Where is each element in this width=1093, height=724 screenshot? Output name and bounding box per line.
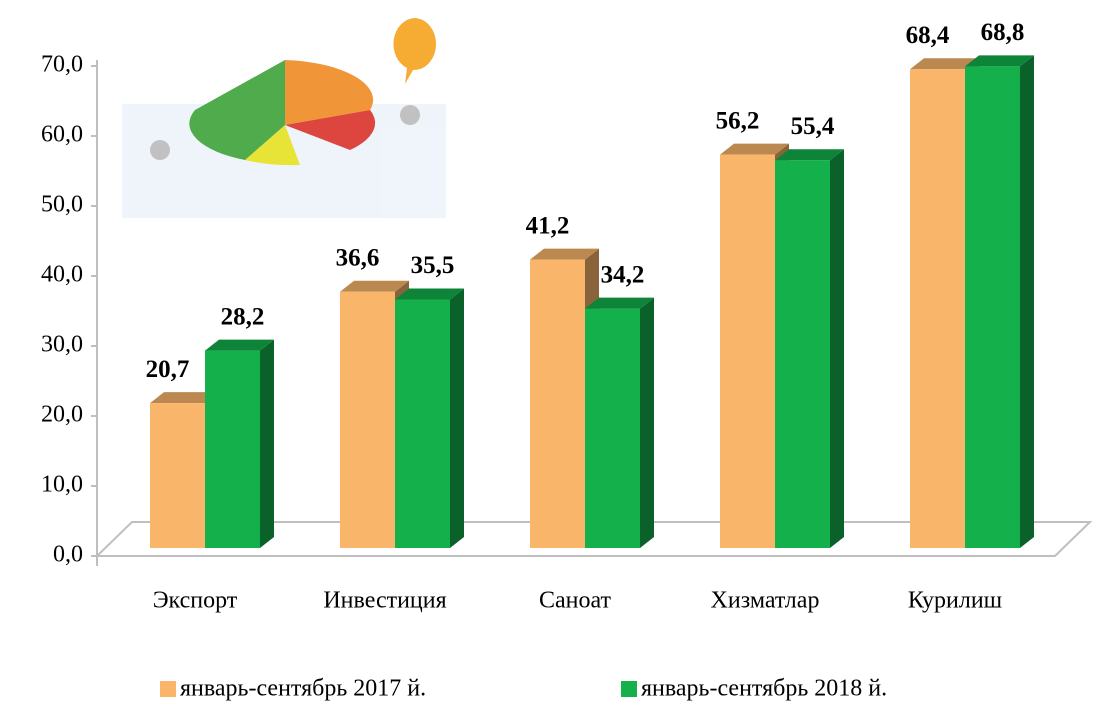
y-tick-label: 10,0 bbox=[41, 472, 83, 498]
x-tick-label: Саноат bbox=[539, 588, 612, 614]
question-bubble bbox=[393, 18, 437, 84]
bar-top bbox=[910, 58, 979, 70]
bar bbox=[965, 66, 1020, 549]
figure bbox=[400, 105, 420, 125]
y-tick-label: 70,0 bbox=[41, 52, 83, 78]
legend-swatch bbox=[160, 681, 176, 697]
bar-side bbox=[830, 149, 844, 548]
y-tick-label: 50,0 bbox=[41, 192, 83, 218]
value-label: 28,2 bbox=[221, 303, 265, 330]
bar bbox=[150, 403, 205, 548]
x-tick-label: Курилиш bbox=[908, 588, 1003, 614]
bar bbox=[205, 350, 260, 548]
bar-top bbox=[965, 55, 1034, 67]
bar-top bbox=[395, 288, 464, 300]
y-tick-label: 40,0 bbox=[41, 262, 83, 288]
bar bbox=[395, 299, 450, 548]
bar bbox=[775, 160, 830, 548]
y-tick-label: 60,0 bbox=[41, 122, 83, 148]
bar-side bbox=[260, 339, 274, 548]
bar bbox=[910, 69, 965, 548]
bar bbox=[585, 308, 640, 548]
bar-top bbox=[585, 297, 654, 309]
bar-top bbox=[530, 248, 599, 260]
illustration bbox=[122, 18, 446, 218]
value-label: 56,2 bbox=[716, 107, 760, 134]
bar-side bbox=[640, 297, 654, 548]
value-label: 55,4 bbox=[791, 113, 835, 140]
bar-top bbox=[150, 392, 219, 404]
figure bbox=[150, 140, 170, 160]
y-tick-label: 20,0 bbox=[41, 402, 83, 428]
y-tick-label: 0,0 bbox=[53, 542, 83, 568]
value-label: 20,7 bbox=[146, 356, 190, 383]
x-tick-label: Хизматлар bbox=[711, 588, 820, 614]
value-label: 35,5 bbox=[411, 252, 455, 279]
legend-label: январь-сентябрь 2018 й. bbox=[641, 676, 887, 702]
bar-side bbox=[1020, 55, 1034, 549]
bar-top bbox=[205, 339, 274, 351]
bar-top bbox=[720, 143, 789, 155]
value-label: 36,6 bbox=[336, 245, 380, 272]
pie-slice bbox=[245, 125, 300, 166]
value-label: 68,4 bbox=[906, 22, 950, 49]
bar-top bbox=[775, 149, 844, 161]
pie-slice bbox=[285, 110, 376, 150]
bar bbox=[340, 291, 395, 548]
legend-label: январь-сентябрь 2017 й. bbox=[180, 676, 426, 702]
x-tick-label: Экспорт bbox=[153, 588, 238, 614]
pie-slice bbox=[285, 60, 374, 125]
value-label: 41,2 bbox=[526, 212, 570, 239]
bar-side bbox=[450, 288, 464, 548]
legend-swatch bbox=[621, 681, 637, 697]
value-label: 34,2 bbox=[601, 261, 645, 288]
y-tick-label: 30,0 bbox=[41, 332, 83, 358]
value-label: 68,8 bbox=[981, 19, 1025, 46]
bar bbox=[530, 259, 585, 548]
bar bbox=[720, 154, 775, 548]
x-tick-label: Инвестиция bbox=[323, 588, 446, 614]
bar-top bbox=[340, 280, 409, 292]
pie-slice bbox=[189, 60, 285, 160]
